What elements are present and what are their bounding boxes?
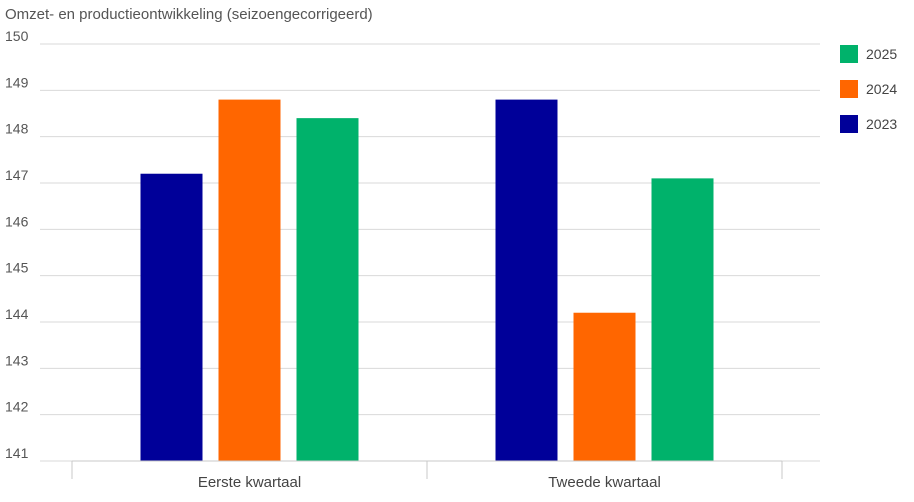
bar-2024-1 xyxy=(218,99,281,461)
bar-2024-2 xyxy=(573,312,636,461)
legend-swatch-2024 xyxy=(840,80,858,98)
legend-swatch-2025 xyxy=(840,45,858,63)
bar-2023-1 xyxy=(140,173,203,461)
legend-label-2025: 2025 xyxy=(866,46,897,62)
y-tick-label: 149 xyxy=(5,74,29,90)
y-tick-label: 142 xyxy=(5,399,29,415)
y-tick-label: 148 xyxy=(5,121,29,137)
y-tick-label: 147 xyxy=(5,167,29,183)
bar-2023-2 xyxy=(495,99,558,461)
legend: 2025 2024 2023 xyxy=(840,45,897,133)
x-axis: Eerste kwartaal Tweede kwartaal xyxy=(71,460,783,491)
y-tick-label: 143 xyxy=(5,352,29,368)
y-tick-label: 144 xyxy=(5,306,29,322)
y-tick-label: 150 xyxy=(5,28,29,44)
legend-label-2023: 2023 xyxy=(866,116,897,132)
y-tick-label: 145 xyxy=(5,260,29,276)
bars xyxy=(140,99,714,461)
y-tick-label: 141 xyxy=(5,445,29,461)
y-tick-label: 146 xyxy=(5,213,29,229)
legend-label-2024: 2024 xyxy=(866,81,897,97)
x-tick-label: Tweede kwartaal xyxy=(548,474,661,491)
x-tick-label: Eerste kwartaal xyxy=(198,474,301,491)
bar-2025-2 xyxy=(651,178,714,461)
bar-2025-1 xyxy=(296,118,359,461)
legend-swatch-2023 xyxy=(840,115,858,133)
chart-title: Omzet- en productieontwikkeling (seizoen… xyxy=(5,6,373,23)
